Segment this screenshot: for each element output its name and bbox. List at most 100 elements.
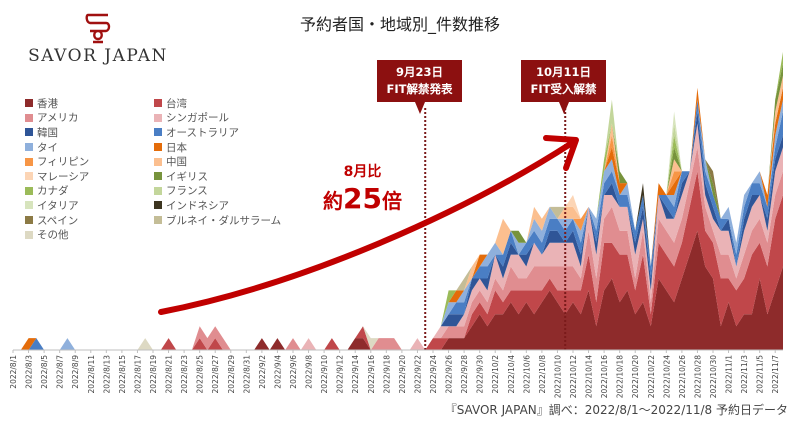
legend-label: アメリカ: [37, 112, 79, 125]
x-tick-label: 2022/8/19: [149, 355, 158, 394]
brand-name: SAVOR JAPAN: [28, 46, 168, 66]
x-tick-label: 2022/11/3: [740, 355, 749, 394]
legend-swatch: [154, 172, 162, 181]
legend-item: インドネシア: [154, 198, 281, 213]
legend-swatch: [25, 186, 33, 195]
x-tick-label: 2022/10/22: [647, 355, 656, 398]
x-tick-label: 2022/10/20: [631, 355, 640, 398]
event-callout-text: FIT受入解禁: [530, 82, 597, 96]
legend-label: フィリピン: [37, 156, 90, 169]
x-tick-label: 2022/8/11: [87, 355, 96, 394]
growth-number: 25: [343, 182, 382, 215]
x-tick-label: 2022/8/13: [102, 355, 111, 394]
legend-item: アメリカ: [25, 111, 89, 126]
x-tick-label: 2022/9/22: [413, 355, 422, 394]
x-tick-label: 2022/10/6: [522, 355, 531, 394]
legend-swatch: [154, 157, 162, 166]
event-callout-text: FIT解禁発表: [386, 82, 453, 96]
x-tick-label: 2022/10/16: [600, 355, 609, 398]
growth-arrow: [158, 135, 579, 315]
growth-arrow-shaft: [158, 140, 575, 315]
legend-label: イギリス: [166, 170, 208, 183]
legend-item: スペイン: [25, 213, 89, 228]
legend-item: 中国: [154, 154, 281, 169]
x-tick-label: 2022/8/7: [56, 355, 65, 389]
x-tick-label: 2022/9/26: [445, 355, 454, 394]
logo-mark-icon: [85, 13, 111, 44]
growth-arrow-head: [543, 135, 579, 171]
legend-item: フィリピン: [25, 154, 89, 169]
legend-column-left: 香港 アメリカ 韓国 タイ フィリピン マレーシア カナダ イタリア スペイン その他: [25, 96, 89, 242]
x-tick-label: 2022/9/8: [305, 355, 314, 389]
growth-prefix: 約: [323, 189, 344, 213]
x-tick-label: 2022/10/28: [693, 355, 702, 398]
legend-label: 香港: [37, 97, 58, 110]
x-tick-label: 2022/8/3: [25, 355, 34, 389]
legend-label: ブルネイ・ダルサラーム: [166, 214, 282, 227]
x-tick-label: 2022/11/5: [756, 355, 765, 394]
area-series-group: [13, 51, 783, 351]
x-tick-label: 2022/10/26: [678, 355, 687, 398]
legend-label: 中国: [166, 156, 187, 169]
legend-swatch: [25, 99, 33, 108]
legend-item: シンガポール: [154, 111, 281, 126]
x-tick-label: 2022/9/24: [429, 355, 438, 394]
legend-label: スペイン: [37, 214, 79, 227]
x-tick-label: 2022/8/23: [180, 355, 189, 394]
legend-label: 韓国: [37, 126, 58, 139]
x-tick-label: 2022/9/20: [398, 355, 407, 394]
area-series-0: [13, 230, 783, 350]
legend-item: イギリス: [154, 169, 281, 184]
chart-title: 予約者国・地域別_件数推移: [299, 15, 500, 34]
x-tick-label: 2022/8/9: [71, 355, 80, 389]
x-tick-label: 2022/9/10: [320, 355, 329, 394]
legend-swatch: [154, 201, 162, 210]
area-series-2: [13, 147, 783, 350]
legend-item: その他: [25, 227, 89, 242]
x-tick-label: 2022/8/1: [9, 355, 18, 389]
x-tick-label: 2022/10/30: [709, 355, 718, 398]
legend-item: 香港: [25, 96, 89, 111]
legend-swatch: [154, 186, 162, 195]
x-tick-label: 2022/9/2: [258, 355, 267, 389]
x-tick-label: 2022/9/12: [336, 355, 345, 394]
x-tick-label: 2022/8/15: [118, 355, 127, 394]
legend-label: その他: [37, 229, 69, 242]
legend-swatch: [154, 113, 162, 122]
legend-swatch: [25, 128, 33, 137]
legend-item: 台湾: [154, 96, 281, 111]
x-tick-label: 2022/10/12: [569, 355, 578, 398]
x-tick-label: 2022/10/2: [491, 355, 500, 394]
legend-label: カナダ: [37, 185, 69, 198]
event-callout-date: 9月23日: [395, 65, 443, 79]
legend-item: マレーシア: [25, 169, 89, 184]
legend-item: 韓国: [25, 125, 89, 140]
legend-swatch: [25, 172, 33, 181]
legend-label: シンガポール: [166, 112, 229, 125]
x-tick-label: 2022/9/6: [289, 355, 298, 389]
x-tick-label: 2022/10/10: [553, 355, 562, 398]
x-tick-label: 2022/8/27: [211, 355, 220, 394]
legend-label: タイ: [37, 141, 58, 154]
legend-swatch: [25, 143, 33, 152]
x-tick-label: 2022/10/8: [538, 355, 547, 394]
legend-swatch: [25, 201, 33, 210]
brand-logo: SAVOR JAPAN: [28, 12, 168, 66]
x-tick-label: 2022/11/7: [771, 355, 780, 394]
x-tick-label: 2022/9/16: [367, 355, 376, 394]
x-tick-label: 2022/8/31: [242, 355, 251, 394]
legend-label: フランス: [166, 185, 208, 198]
growth-suffix: 倍: [381, 189, 402, 213]
x-axis: 2022/8/1 2022/8/3 2022/8/5 2022/8/7 2022/8/9…: [9, 349, 783, 398]
event-callout-date: 10月11日: [535, 65, 591, 79]
legend-swatch: [25, 216, 33, 225]
x-tick-label: 2022/9/30: [476, 355, 485, 394]
x-tick-label: 2022/9/18: [382, 355, 391, 394]
x-tick-label: 2022/10/18: [616, 355, 625, 398]
x-tick-label: 2022/8/21: [165, 355, 174, 394]
legend-swatch: [25, 157, 33, 166]
x-tick-label: 2022/9/4: [273, 355, 282, 389]
legend-swatch: [154, 128, 162, 137]
legend-item: ブルネイ・ダルサラーム: [154, 213, 281, 228]
x-tick-label: 2022/8/25: [196, 355, 205, 394]
